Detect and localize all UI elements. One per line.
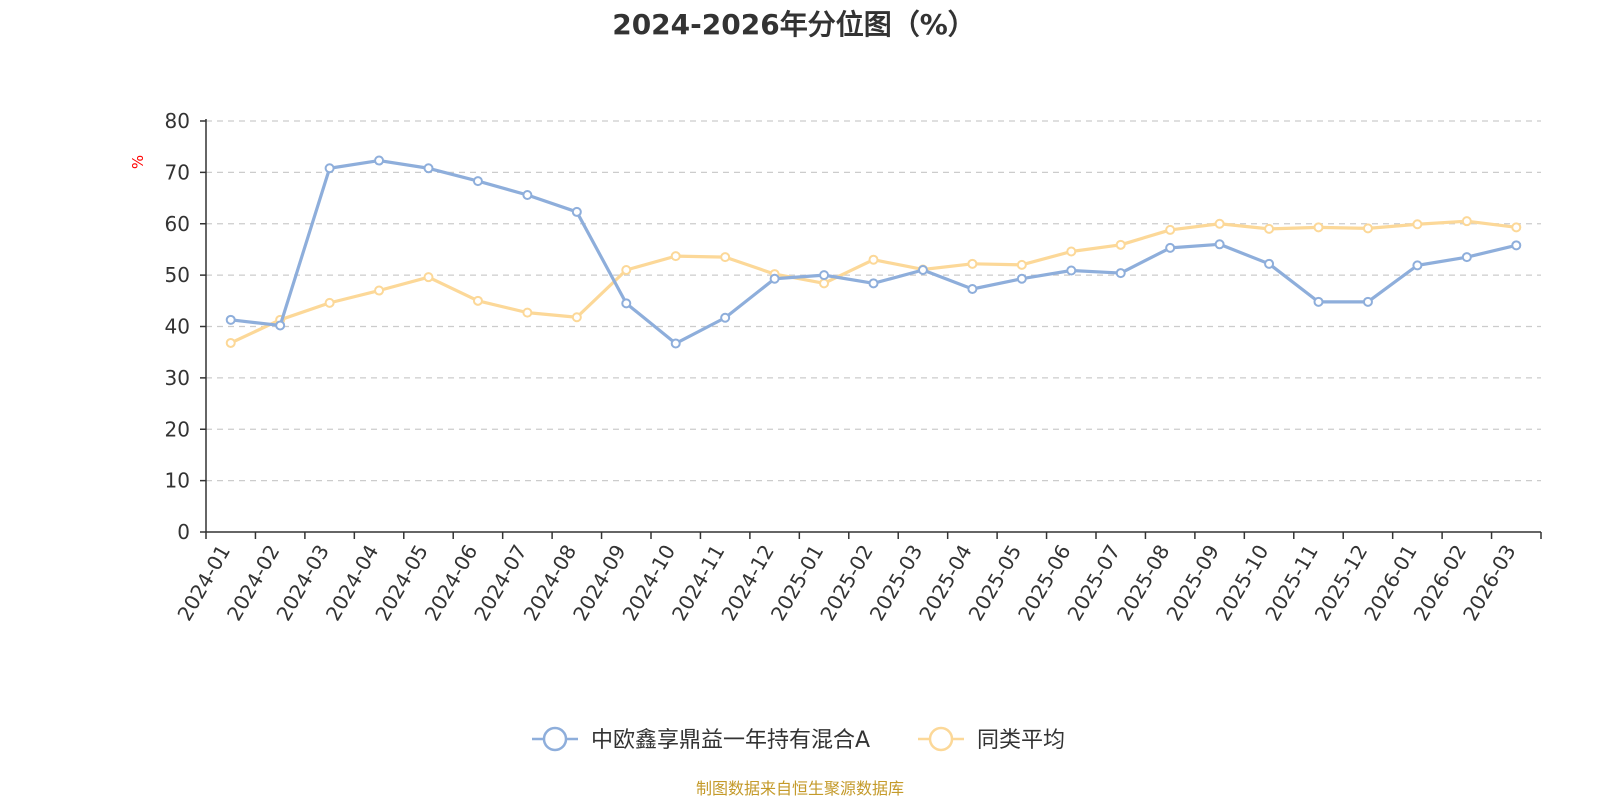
series-line-fund xyxy=(230,158,1517,346)
data-point-fund[interactable] xyxy=(967,283,978,294)
data-point-fund[interactable] xyxy=(423,163,434,174)
data-point-fund[interactable] xyxy=(1016,273,1027,284)
data-point-category-avg[interactable] xyxy=(670,251,681,262)
data-point-fund[interactable] xyxy=(1165,242,1176,253)
data-point-fund[interactable] xyxy=(472,176,483,187)
data-point-category-avg[interactable] xyxy=(1165,224,1176,235)
data-point-category-avg[interactable] xyxy=(1461,216,1472,227)
data-point-category-avg[interactable] xyxy=(374,285,385,296)
data-point-category-avg[interactable] xyxy=(1016,259,1027,270)
data-point-category-avg[interactable] xyxy=(522,307,533,318)
data-point-fund[interactable] xyxy=(1214,239,1225,250)
y-tick-label: 20 xyxy=(165,417,190,441)
data-point-category-avg[interactable] xyxy=(621,264,632,275)
x-axis-ticks: 2024-012024-022024-032024-042024-052024-… xyxy=(172,532,1542,625)
y-tick-label: 60 xyxy=(165,212,190,236)
data-point-category-avg[interactable] xyxy=(819,278,830,289)
data-point-fund[interactable] xyxy=(225,314,236,325)
data-point-fund[interactable] xyxy=(1461,252,1472,263)
legend-label-category-avg: 同类平均 xyxy=(977,728,1065,753)
data-point-category-avg[interactable] xyxy=(1115,239,1126,250)
y-tick-label: 10 xyxy=(165,469,190,493)
data-point-fund[interactable] xyxy=(769,273,780,284)
data-point-fund[interactable] xyxy=(720,312,731,323)
data-point-category-avg[interactable] xyxy=(720,252,731,263)
chart-title: 2024-2026年分位图（%） xyxy=(612,8,976,41)
data-point-fund[interactable] xyxy=(1412,260,1423,271)
y-tick-label: 40 xyxy=(165,315,190,339)
data-point-category-avg[interactable] xyxy=(423,272,434,283)
data-point-fund[interactable] xyxy=(522,189,533,200)
data-point-fund[interactable] xyxy=(374,155,385,166)
data-point-category-avg[interactable] xyxy=(1066,246,1077,257)
data-point-fund[interactable] xyxy=(670,338,681,349)
data-point-category-avg[interactable] xyxy=(1362,223,1373,234)
legend-marker-fund xyxy=(542,726,568,752)
data-point-fund[interactable] xyxy=(819,270,830,281)
data-point-fund[interactable] xyxy=(1264,258,1275,269)
y-axis-label: % xyxy=(129,155,147,169)
data-point-fund[interactable] xyxy=(1362,296,1373,307)
data-source-note: 制图数据来自恒生聚源数据库 xyxy=(696,779,904,798)
data-point-fund[interactable] xyxy=(571,206,582,217)
data-point-category-avg[interactable] xyxy=(1511,222,1522,233)
data-point-fund[interactable] xyxy=(1511,240,1522,251)
data-point-fund[interactable] xyxy=(275,320,286,331)
data-point-category-avg[interactable] xyxy=(225,337,236,348)
axes xyxy=(205,119,1541,533)
legend-item-category-avg[interactable]: 同类平均 xyxy=(918,726,1065,753)
y-tick-label: 80 xyxy=(165,109,190,133)
y-tick-label: 30 xyxy=(165,366,190,390)
data-point-category-avg[interactable] xyxy=(571,312,582,323)
data-point-category-avg[interactable] xyxy=(324,297,335,308)
data-point-category-avg[interactable] xyxy=(1214,218,1225,229)
legend-marker-category-avg xyxy=(928,726,954,752)
series-lines xyxy=(225,155,1522,349)
data-point-fund[interactable] xyxy=(1313,296,1324,307)
data-point-category-avg[interactable] xyxy=(967,258,978,269)
data-point-fund[interactable] xyxy=(324,163,335,174)
data-point-fund[interactable] xyxy=(868,278,879,289)
y-tick-label: 50 xyxy=(165,263,190,287)
data-point-category-avg[interactable] xyxy=(1264,223,1275,234)
y-tick-label: 70 xyxy=(165,160,190,184)
data-point-fund[interactable] xyxy=(1066,265,1077,276)
y-axis-ticks: 0 10 20 30 40 50 60 70 80 xyxy=(165,109,206,544)
data-point-category-avg[interactable] xyxy=(1412,219,1423,230)
data-point-category-avg[interactable] xyxy=(868,254,879,265)
legend-label-fund: 中欧鑫享鼎益一年持有混合A xyxy=(591,728,870,753)
data-point-fund[interactable] xyxy=(621,298,632,309)
data-point-category-avg[interactable] xyxy=(1313,222,1324,233)
data-point-fund[interactable] xyxy=(917,264,928,275)
y-tick-label: 0 xyxy=(177,520,190,544)
data-point-fund[interactable] xyxy=(1115,268,1126,279)
data-point-category-avg[interactable] xyxy=(472,295,483,306)
legend-item-fund[interactable]: 中欧鑫享鼎益一年持有混合A xyxy=(532,726,870,753)
legend: 中欧鑫享鼎益一年持有混合A 同类平均 xyxy=(532,726,1065,753)
